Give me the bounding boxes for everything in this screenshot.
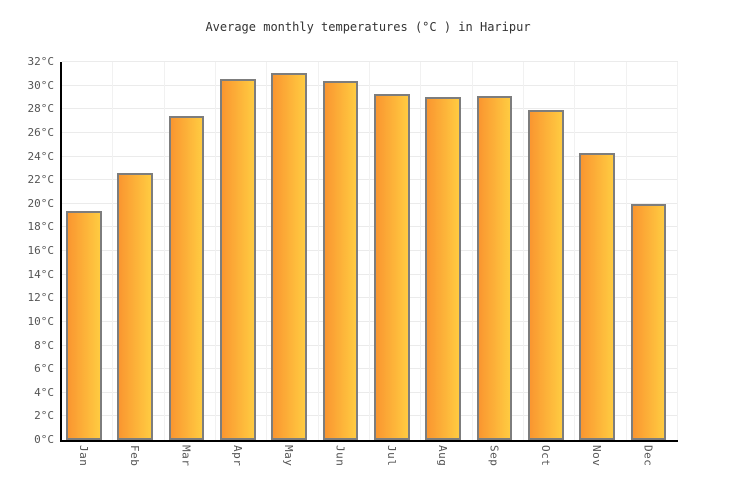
- x-axis-label: Sep: [487, 445, 501, 467]
- y-axis-label: 2°C: [34, 409, 54, 423]
- y-axis-label: 26°C: [27, 125, 55, 139]
- y-axis-label: 10°C: [27, 314, 55, 328]
- gridline-horizontal: [62, 61, 678, 62]
- y-axis-label: 30°C: [27, 78, 55, 92]
- gridline-vertical: [471, 62, 473, 440]
- y-axis-label: 24°C: [27, 149, 55, 163]
- gridline-vertical: [215, 62, 216, 440]
- gridline-horizontal: [62, 415, 678, 417]
- x-axis-label: Dec: [641, 445, 655, 467]
- gridline-horizontal: [62, 320, 678, 322]
- bar-jan[interactable]: [66, 210, 102, 440]
- bar-may[interactable]: [271, 72, 307, 440]
- gridline-horizontal: [62, 250, 678, 251]
- bar-oct[interactable]: [528, 110, 564, 440]
- gridline-vertical: [112, 62, 114, 440]
- y-axis-label: 28°C: [27, 102, 55, 116]
- x-axis-label: Aug: [436, 445, 450, 467]
- bar-feb[interactable]: [117, 173, 153, 440]
- y-axis-label: 16°C: [27, 244, 55, 257]
- x-axis-label: Jun: [333, 445, 347, 467]
- gridline-vertical: [266, 62, 268, 440]
- bar-apr[interactable]: [220, 78, 256, 440]
- y-axis-label: 22°C: [27, 173, 55, 187]
- x-axis-label: Jul: [384, 445, 398, 467]
- gridline-horizontal: [62, 391, 678, 393]
- x-axis-label: Nov: [590, 445, 604, 467]
- bar-mar[interactable]: [168, 116, 205, 440]
- bar-jul[interactable]: [374, 93, 410, 440]
- x-axis-label: Jan: [76, 445, 90, 467]
- bar-jun[interactable]: [322, 80, 359, 440]
- y-axis-label: 0°C: [34, 433, 54, 446]
- y-axis-label: 18°C: [27, 220, 55, 234]
- chart-title: Average monthly temperatures (°C ) in Ha…: [205, 20, 531, 34]
- x-axis-label: Feb: [128, 445, 142, 467]
- bar-aug[interactable]: [425, 97, 461, 440]
- bar-dec[interactable]: [630, 203, 667, 440]
- gridline-vertical: [420, 62, 422, 440]
- y-axis-label: 20°C: [27, 196, 55, 210]
- y-axis-label: 14°C: [27, 267, 55, 281]
- gridline-vertical: [625, 62, 627, 440]
- y-axis-label: 32°C: [27, 55, 55, 68]
- gridline-horizontal: [62, 155, 678, 157]
- x-axis-label: Apr: [230, 445, 244, 467]
- gridline-vertical: [369, 62, 370, 440]
- gridline-horizontal: [62, 108, 678, 110]
- gridline-horizontal: [62, 368, 678, 370]
- gridline-horizontal: [62, 297, 678, 299]
- gridline-horizontal: [62, 273, 678, 275]
- gridline-horizontal: [62, 202, 678, 204]
- y-axis-label: 4°C: [34, 385, 54, 399]
- bar-sep[interactable]: [476, 96, 513, 440]
- gridline-horizontal: [62, 179, 678, 181]
- gridline-vertical: [523, 62, 524, 440]
- gridline-vertical: [317, 62, 319, 440]
- gridline-vertical: [574, 62, 576, 440]
- gridline-vertical: [677, 62, 678, 440]
- y-axis-label: 6°C: [34, 362, 54, 376]
- x-axis-label: Oct: [538, 445, 552, 467]
- y-axis-label: 12°C: [27, 291, 55, 305]
- bar-nov[interactable]: [579, 152, 615, 440]
- x-axis-label: May: [282, 445, 296, 467]
- gridline-horizontal: [62, 84, 678, 86]
- gridline-horizontal: [62, 226, 678, 228]
- gridline-vertical: [163, 62, 165, 440]
- y-axis-label: 8°C: [34, 338, 54, 352]
- gridline-horizontal: [62, 131, 678, 133]
- x-axis-label: Mar: [179, 445, 193, 467]
- plot-area: [60, 61, 678, 442]
- gridline-horizontal: [62, 344, 678, 346]
